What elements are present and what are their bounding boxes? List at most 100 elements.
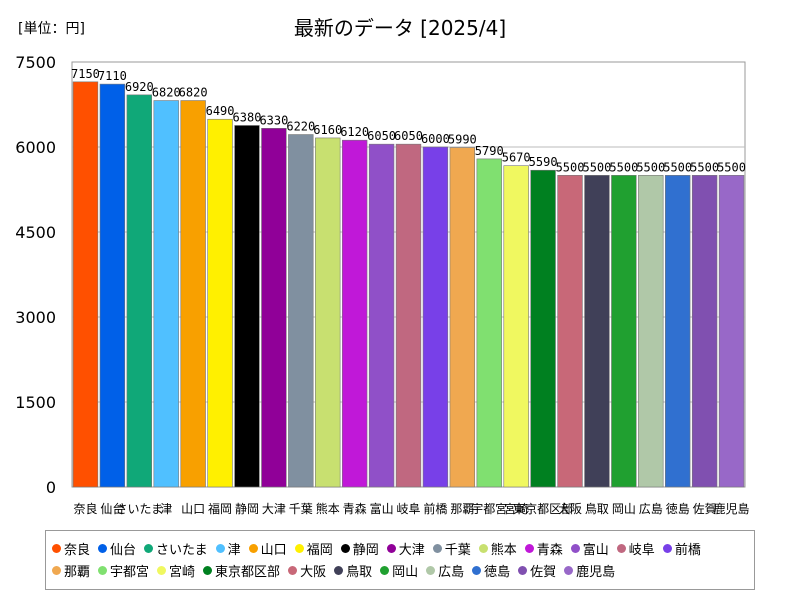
legend-swatch bbox=[215, 543, 225, 553]
data-label: 5500 bbox=[609, 160, 638, 174]
unit-label: [単位：円] bbox=[18, 21, 85, 37]
legend-item: 広島 bbox=[426, 559, 464, 581]
bar-13 bbox=[395, 143, 422, 488]
x-tick-label: 千葉 bbox=[289, 502, 313, 516]
legend-item: 津 bbox=[215, 537, 241, 559]
x-tick-label: 奈良 bbox=[73, 501, 97, 516]
legend-swatch bbox=[662, 543, 672, 553]
legend-swatch bbox=[98, 543, 108, 553]
legend-label: 前橋 bbox=[674, 542, 701, 558]
x-tick-label: 宮崎 bbox=[504, 501, 528, 516]
legend-swatch bbox=[52, 543, 61, 553]
legend-item: 佐賀 bbox=[518, 559, 556, 581]
legend-label: 大津 bbox=[398, 542, 425, 558]
bar-10 bbox=[315, 137, 341, 488]
legend-swatch bbox=[288, 565, 298, 575]
legend-swatch bbox=[472, 565, 482, 575]
legend-swatch bbox=[203, 565, 213, 575]
data-label: 6920 bbox=[125, 80, 154, 94]
legend-label: 青森 bbox=[536, 542, 563, 558]
bar-17 bbox=[503, 165, 529, 488]
bar-20 bbox=[584, 175, 610, 488]
legend-swatch bbox=[52, 565, 61, 575]
legend-label: 奈良 bbox=[64, 542, 91, 558]
legend-label: 宮崎 bbox=[169, 564, 196, 580]
data-label: 6160 bbox=[313, 123, 342, 137]
legend-item: 前橋 bbox=[662, 537, 701, 559]
legend-label: 鹿児島 bbox=[576, 564, 616, 580]
data-label: 6330 bbox=[259, 113, 288, 127]
x-tick-label: 岐阜 bbox=[396, 502, 420, 516]
legend-label: 岐阜 bbox=[628, 542, 655, 558]
legend-swatch bbox=[478, 543, 488, 553]
legend-swatch bbox=[98, 565, 108, 575]
legend-label: さいたま bbox=[156, 542, 208, 558]
legend-label: 広島 bbox=[438, 564, 465, 580]
data-label: 6490 bbox=[206, 104, 235, 118]
data-label: 5790 bbox=[475, 144, 504, 158]
x-tick-label: 東京都区部 bbox=[513, 501, 573, 516]
bar-18 bbox=[530, 169, 556, 488]
legend-label: 東京都区部 bbox=[215, 564, 281, 580]
x-tick-label: 大阪 bbox=[558, 502, 582, 516]
data-label: 5500 bbox=[636, 160, 665, 174]
legend-swatch bbox=[616, 543, 626, 553]
legend-item: 那覇 bbox=[52, 559, 90, 581]
y-tick-label: 0 bbox=[46, 478, 56, 497]
bar-23 bbox=[665, 175, 691, 488]
x-tick-label: 福岡 bbox=[208, 501, 232, 516]
data-label: 7150 bbox=[71, 67, 100, 81]
bar-15 bbox=[449, 147, 476, 488]
x-tick-label: 宇都宮 bbox=[471, 501, 507, 516]
bar-3 bbox=[126, 94, 152, 488]
legend-item: 岐阜 bbox=[616, 537, 655, 559]
legend-label: 千葉 bbox=[444, 542, 471, 558]
legend-item: 仙台 bbox=[98, 537, 136, 559]
legend-item: 山口 bbox=[248, 537, 287, 559]
bar-2 bbox=[99, 83, 126, 488]
data-label: 5500 bbox=[690, 160, 719, 174]
legend-label: 富山 bbox=[582, 542, 609, 558]
x-tick-label: 鳥取 bbox=[585, 501, 609, 516]
legend-item: さいたま bbox=[144, 537, 208, 559]
legend-swatch bbox=[157, 565, 167, 575]
data-label: 6050 bbox=[394, 129, 423, 143]
legend-swatch bbox=[386, 543, 396, 553]
legend-label: 徳島 bbox=[484, 564, 511, 580]
bar-22 bbox=[638, 175, 664, 488]
x-tick-label: 大津 bbox=[262, 502, 286, 516]
x-tick-label: 青森 bbox=[343, 501, 367, 516]
x-tick-label: 岡山 bbox=[612, 502, 636, 516]
y-tick-label: 1500 bbox=[15, 393, 56, 412]
legend-item: 岡山 bbox=[380, 559, 418, 581]
bar-8 bbox=[261, 128, 287, 488]
legend-label: 佐賀 bbox=[530, 564, 557, 580]
x-tick-label: 鹿児島 bbox=[714, 501, 750, 516]
bar-6 bbox=[207, 118, 233, 488]
legend-swatch bbox=[570, 543, 580, 553]
x-tick-label: 徳島 bbox=[666, 501, 690, 516]
legend-item: 富山 bbox=[570, 537, 609, 559]
data-label: 5670 bbox=[502, 151, 531, 165]
bar-24 bbox=[691, 175, 718, 488]
legend-item: 宇都宮 bbox=[98, 559, 149, 581]
data-label: 6220 bbox=[286, 120, 315, 134]
chart-legend: 奈良 仙台 さいたま 津 山口 福岡 静岡 大津 千葉 熊本 青森 富山 岐阜 前橋 那覇 宇都宮 宮崎 東京都区… bbox=[45, 530, 755, 590]
x-tick-label: 静岡 bbox=[235, 502, 259, 516]
bar-7 bbox=[234, 125, 260, 488]
legend-item: 大阪 bbox=[288, 559, 326, 581]
legend-item: 奈良 bbox=[52, 537, 90, 559]
bar-16 bbox=[476, 158, 502, 488]
legend-swatch bbox=[426, 565, 436, 575]
legend-item: 青森 bbox=[524, 537, 563, 559]
data-label: 6380 bbox=[233, 110, 262, 124]
data-label: 5590 bbox=[529, 155, 558, 169]
x-tick-label: 富山 bbox=[370, 501, 394, 516]
data-label: 5500 bbox=[717, 160, 746, 174]
legend-label: 大阪 bbox=[300, 564, 327, 580]
legend-item: 東京都区部 bbox=[203, 559, 280, 581]
x-tick-label: 山口 bbox=[181, 502, 205, 516]
legend-item: 熊本 bbox=[478, 537, 517, 559]
legend-item: 徳島 bbox=[472, 559, 510, 581]
legend-swatch bbox=[524, 543, 534, 553]
